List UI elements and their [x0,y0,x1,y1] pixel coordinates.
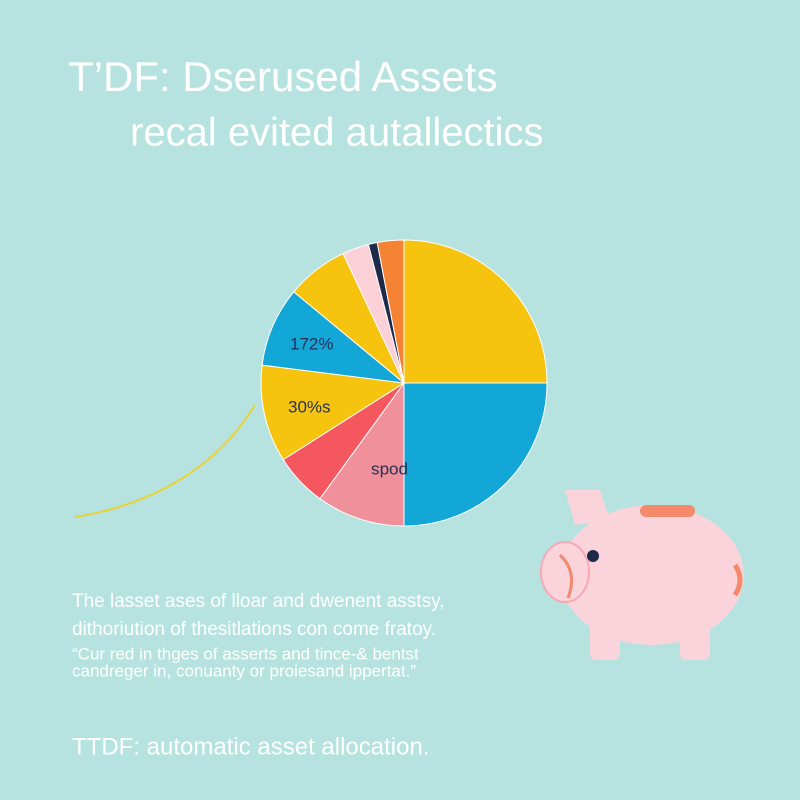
body-line: candreger in, conuanty or proiesand ippe… [72,661,416,680]
body-text: The lasset ases of lloar and dwenent ass… [72,591,444,680]
piggy-bank [540,490,744,660]
slice-label: 172% [290,334,333,353]
connector-line [74,404,256,518]
pie-slice [261,291,406,384]
caption: TTDF: automatic asset allocation. [72,733,429,760]
chart-subtitle: recal evited autallectics [130,111,544,155]
slice-label: 30%s [288,397,331,416]
chart-title: T’DF: Dserused Assets [68,53,497,100]
pie-slice [260,364,406,461]
pie: 172% 30%s pods [260,239,548,527]
pie-slice [319,381,405,527]
pie-slice [403,382,548,527]
body-line: dithoriution of thesitlations con come f… [72,619,436,640]
body-line: The lasset ases of lloar and dwenent ass… [72,591,444,612]
pie-slice [376,239,405,384]
pie-slice [403,239,548,384]
body-line: “Cur red in thges of asserts and tince-&… [72,644,419,663]
slice-label: pods [371,462,408,481]
